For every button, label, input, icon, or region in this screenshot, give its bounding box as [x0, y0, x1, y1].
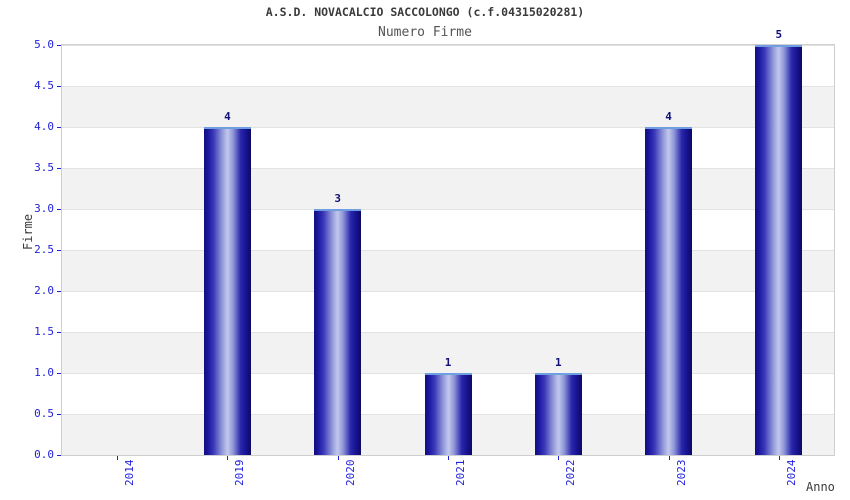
y-tick-label: 3.0	[34, 202, 54, 215]
x-tick-label-2024: 2024	[784, 459, 798, 487]
x-axis-title: Anno	[806, 480, 835, 494]
chart-subtitle: Numero Firme	[378, 25, 472, 40]
y-tick-label: 1.0	[34, 366, 54, 379]
plot-band	[62, 168, 834, 209]
plot-band	[62, 86, 834, 127]
y-tick-label: 4.5	[34, 79, 54, 92]
y-tick-label: 2.5	[34, 243, 54, 256]
x-tick-label-2022: 2022	[564, 459, 578, 487]
plot-area	[61, 44, 835, 456]
y-tick-mark	[57, 209, 61, 210]
gridline	[62, 209, 834, 210]
bar-2024[interactable]	[755, 45, 803, 455]
x-tick-mark	[337, 456, 339, 460]
y-tick-mark	[57, 250, 61, 251]
gridline	[62, 291, 834, 292]
x-tick-label-2023: 2023	[674, 459, 688, 487]
x-tick-mark	[227, 456, 229, 460]
chart-title: A.S.D. NOVACALCIO SACCOLONGO (c.f.043150…	[265, 5, 585, 19]
gridline	[62, 45, 834, 46]
x-tick-mark	[448, 456, 449, 460]
bar-value-2024: 5	[775, 28, 783, 41]
y-tick-mark	[57, 45, 61, 46]
y-tick-mark	[57, 291, 61, 292]
y-tick-label: 5.0	[34, 38, 54, 51]
bar-value-2020: 3	[334, 192, 342, 205]
gridline	[62, 250, 834, 251]
y-tick-mark	[57, 127, 61, 128]
bar-2022[interactable]	[534, 373, 582, 455]
y-tick-mark	[57, 168, 61, 169]
gridline	[62, 168, 834, 169]
y-tick-label: 1.5	[34, 325, 54, 338]
plot-band	[62, 250, 834, 291]
bar-value-2019: 4	[224, 110, 231, 123]
bar-2019[interactable]	[203, 127, 251, 455]
bar-value-2021: 1	[444, 356, 452, 369]
y-tick-mark	[57, 332, 61, 333]
x-tick-label-2020: 2020	[343, 459, 357, 487]
bar-value-2022: 1	[554, 356, 562, 369]
gridline	[62, 86, 834, 87]
x-tick-label-2014: 2014	[123, 459, 137, 487]
bar-value-2023: 4	[665, 110, 672, 123]
y-tick-label: 3.5	[34, 161, 54, 174]
y-tick-label: 0.5	[34, 407, 54, 420]
x-tick-mark	[668, 456, 670, 460]
y-tick-mark	[57, 455, 61, 456]
y-tick-mark	[57, 373, 61, 374]
gridline	[62, 332, 834, 333]
x-tick-label-2021: 2021	[454, 459, 467, 487]
bar-2021[interactable]	[424, 373, 472, 455]
x-tick-mark	[558, 456, 560, 460]
x-tick-mark	[117, 456, 119, 460]
plot-band	[62, 332, 834, 373]
y-tick-label: 4.0	[34, 120, 54, 133]
y-tick-mark	[57, 414, 61, 415]
y-tick-label: 0.0	[34, 448, 54, 461]
y-tick-label: 2.0	[34, 284, 54, 297]
x-tick-mark	[778, 456, 780, 460]
bar-2020[interactable]	[314, 209, 362, 455]
y-tick-mark	[57, 86, 61, 87]
bar-2023[interactable]	[645, 127, 693, 455]
x-tick-label-2019: 2019	[233, 459, 247, 487]
gridline	[62, 127, 834, 128]
